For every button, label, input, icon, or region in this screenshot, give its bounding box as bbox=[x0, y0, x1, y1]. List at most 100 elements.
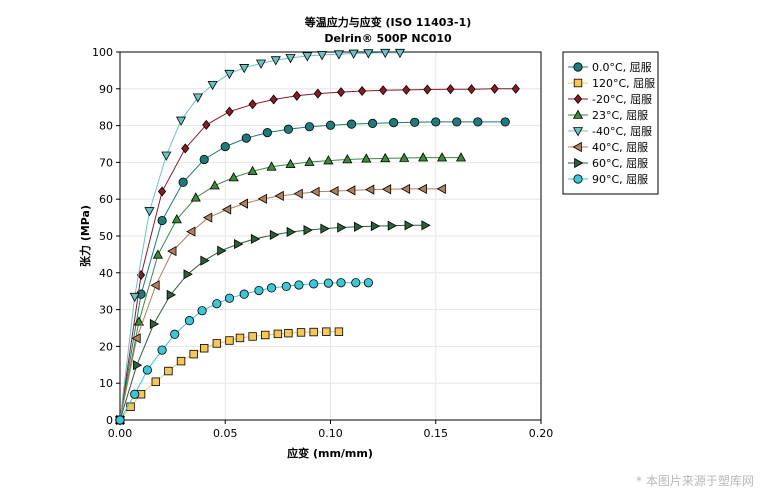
data-point bbox=[164, 366, 173, 376]
series-line bbox=[119, 188, 443, 421]
data-point bbox=[217, 245, 227, 256]
data-point bbox=[183, 269, 193, 280]
data-point bbox=[250, 233, 261, 245]
data-point bbox=[336, 87, 346, 98]
data-point bbox=[285, 54, 296, 64]
series-1 bbox=[115, 327, 344, 425]
data-point bbox=[351, 278, 361, 288]
legend-marker bbox=[572, 127, 584, 137]
series-3 bbox=[114, 152, 467, 424]
legend-marker bbox=[573, 174, 583, 184]
data-point bbox=[323, 155, 334, 165]
data-point bbox=[151, 377, 160, 386]
data-point bbox=[304, 156, 315, 166]
series-2 bbox=[115, 83, 520, 426]
data-point bbox=[129, 292, 140, 303]
data-point bbox=[296, 328, 306, 337]
data-point bbox=[281, 281, 291, 292]
data-point bbox=[357, 85, 367, 97]
data-point bbox=[446, 84, 455, 95]
legend-label: -40°C, 屈服 bbox=[592, 125, 652, 138]
data-point bbox=[144, 207, 155, 217]
data-point bbox=[325, 120, 336, 130]
data-point bbox=[417, 183, 427, 194]
y-tick-label: 0 bbox=[106, 414, 113, 427]
data-point bbox=[261, 330, 270, 340]
y-tick-label: 90 bbox=[99, 83, 113, 96]
data-point bbox=[248, 332, 257, 341]
data-point bbox=[363, 278, 373, 288]
legend-item: 60°C, 屈服 bbox=[568, 157, 648, 170]
data-point bbox=[293, 188, 303, 199]
data-point bbox=[309, 279, 319, 289]
data-point bbox=[329, 186, 339, 197]
data-point bbox=[255, 59, 267, 69]
data-point bbox=[189, 349, 198, 359]
legend-label: 23°C, 屈服 bbox=[592, 109, 648, 122]
legend-marker bbox=[573, 62, 583, 72]
data-point bbox=[166, 289, 176, 300]
y-tick-label: 40 bbox=[99, 267, 113, 280]
data-point bbox=[322, 327, 331, 336]
data-point bbox=[389, 118, 399, 128]
legend-label: 90°C, 屈服 bbox=[592, 173, 648, 186]
data-point bbox=[286, 226, 296, 238]
data-point bbox=[274, 190, 284, 201]
data-point bbox=[348, 49, 359, 59]
data-point bbox=[285, 158, 296, 169]
data-point bbox=[317, 51, 328, 61]
data-point bbox=[436, 152, 448, 162]
data-point bbox=[266, 283, 277, 293]
data-point bbox=[150, 280, 160, 291]
data-point bbox=[202, 212, 213, 223]
y-tick-label: 50 bbox=[99, 230, 113, 243]
watermark-text: * 本图片来源于塑库网 bbox=[636, 474, 754, 488]
series-line bbox=[119, 121, 506, 421]
data-point bbox=[394, 48, 406, 59]
legend-item: 120°C, 屈服 bbox=[568, 77, 655, 90]
series-layer bbox=[114, 48, 520, 426]
data-point bbox=[404, 220, 414, 231]
data-point bbox=[270, 56, 281, 66]
data-point bbox=[381, 184, 392, 195]
data-point bbox=[212, 299, 222, 309]
data-point bbox=[363, 49, 374, 59]
data-point bbox=[157, 215, 167, 226]
data-point bbox=[410, 117, 420, 127]
y-tick-label: 20 bbox=[99, 340, 113, 353]
series-line bbox=[119, 224, 426, 421]
legend-marker bbox=[572, 141, 582, 153]
y-tick-label: 80 bbox=[99, 120, 113, 133]
data-point bbox=[171, 214, 182, 224]
data-point bbox=[248, 99, 257, 110]
data-point bbox=[431, 117, 441, 127]
x-axis: 0.00 0.05 0.10 0.15 0.20 bbox=[108, 420, 553, 440]
data-point bbox=[354, 221, 364, 232]
chart-subtitle: Delrin® 500P NC010 bbox=[324, 32, 452, 45]
data-point bbox=[115, 415, 125, 425]
data-point bbox=[320, 223, 330, 234]
data-point bbox=[387, 220, 397, 231]
data-point bbox=[178, 177, 188, 187]
legend-label: 120°C, 屈服 bbox=[592, 77, 655, 90]
data-point bbox=[379, 85, 388, 96]
legend-item: -20°C, 屈服 bbox=[568, 93, 652, 106]
data-point bbox=[239, 289, 249, 299]
data-point bbox=[452, 117, 462, 127]
data-point bbox=[294, 280, 304, 290]
data-point bbox=[262, 127, 272, 138]
data-point bbox=[304, 122, 315, 132]
data-point bbox=[212, 339, 222, 348]
data-point bbox=[423, 84, 432, 95]
data-point bbox=[337, 222, 347, 233]
data-point bbox=[365, 184, 375, 195]
data-point bbox=[197, 306, 207, 316]
legend-marker bbox=[573, 93, 583, 105]
legend-marker bbox=[572, 109, 584, 119]
data-point bbox=[220, 141, 230, 152]
data-point bbox=[225, 106, 234, 117]
y-tick-label: 100 bbox=[92, 46, 113, 59]
y-tick-label: 10 bbox=[99, 377, 113, 390]
legend-marker bbox=[574, 157, 584, 169]
data-point bbox=[361, 153, 372, 163]
